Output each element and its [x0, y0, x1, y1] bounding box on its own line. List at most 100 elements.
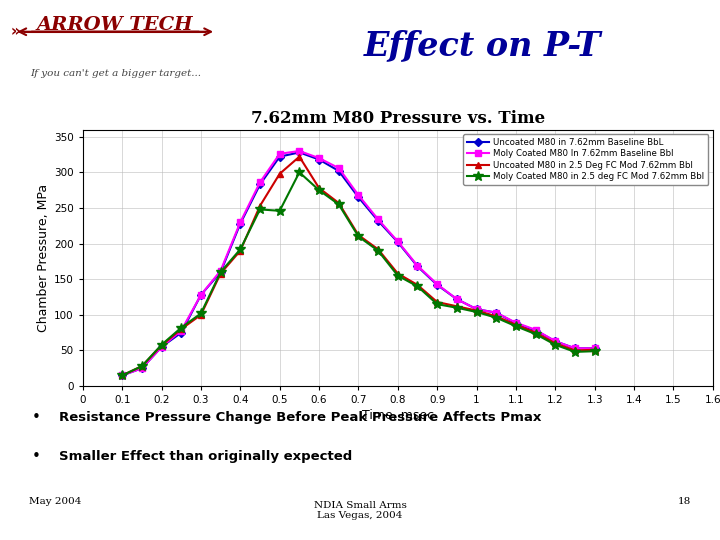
Uncoated M80 in 2.5 Deg FC Mod 7.62mm Bbl — [118, 372, 127, 379]
Uncoated M80 in 7.62mm Baseline BbL — [571, 345, 580, 352]
Moly Coated M80 In 7.62mm Baseline Bbl — [157, 343, 166, 350]
Uncoated M80 in 2.5 Deg FC Mod 7.62mm Bbl — [551, 340, 559, 347]
Text: If you can't get a bigger target...: If you can't get a bigger target... — [30, 69, 201, 78]
Uncoated M80 in 7.62mm Baseline BbL — [118, 372, 127, 379]
Line: Uncoated M80 in 2.5 Deg FC Mod 7.62mm Bbl: Uncoated M80 in 2.5 Deg FC Mod 7.62mm Bb… — [120, 154, 598, 378]
Uncoated M80 in 7.62mm Baseline BbL — [216, 269, 225, 275]
Uncoated M80 in 7.62mm Baseline BbL — [433, 282, 441, 288]
Text: ARROW TECH: ARROW TECH — [37, 16, 194, 34]
Moly Coated M80 in 2.5 deg FC Mod 7.62mm Bbl — [590, 348, 599, 354]
Moly Coated M80 in 2.5 deg FC Mod 7.62mm Bbl — [138, 363, 146, 369]
Title: 7.62mm M80 Pressure vs. Time: 7.62mm M80 Pressure vs. Time — [251, 110, 545, 127]
Text: Effect on P-T: Effect on P-T — [364, 29, 601, 62]
Moly Coated M80 In 7.62mm Baseline Bbl — [531, 327, 540, 333]
Moly Coated M80 in 2.5 deg FC Mod 7.62mm Bbl — [354, 233, 363, 240]
Moly Coated M80 in 2.5 deg FC Mod 7.62mm Bbl — [295, 169, 304, 176]
Uncoated M80 in 2.5 Deg FC Mod 7.62mm Bbl — [453, 303, 462, 309]
Moly Coated M80 In 7.62mm Baseline Bbl — [138, 365, 146, 372]
Text: May 2004: May 2004 — [29, 497, 81, 506]
Moly Coated M80 in 2.5 deg FC Mod 7.62mm Bbl — [472, 309, 481, 315]
Uncoated M80 in 2.5 Deg FC Mod 7.62mm Bbl — [393, 271, 402, 277]
Moly Coated M80 in 2.5 deg FC Mod 7.62mm Bbl — [177, 325, 186, 331]
Uncoated M80 in 2.5 Deg FC Mod 7.62mm Bbl — [275, 171, 284, 177]
X-axis label: Time, msec: Time, msec — [361, 409, 434, 422]
Moly Coated M80 In 7.62mm Baseline Bbl — [492, 309, 500, 316]
Uncoated M80 in 7.62mm Baseline BbL — [295, 149, 304, 156]
Moly Coated M80 in 2.5 deg FC Mod 7.62mm Bbl — [453, 305, 462, 311]
Moly Coated M80 In 7.62mm Baseline Bbl — [275, 151, 284, 157]
Uncoated M80 in 2.5 Deg FC Mod 7.62mm Bbl — [413, 282, 422, 288]
Moly Coated M80 In 7.62mm Baseline Bbl — [295, 148, 304, 154]
Moly Coated M80 in 2.5 deg FC Mod 7.62mm Bbl — [433, 301, 441, 307]
Legend: Uncoated M80 in 7.62mm Baseline BbL, Moly Coated M80 In 7.62mm Baseline Bbl, Unc: Uncoated M80 in 7.62mm Baseline BbL, Mol… — [463, 134, 708, 185]
Uncoated M80 in 2.5 Deg FC Mod 7.62mm Bbl — [216, 271, 225, 277]
Uncoated M80 in 7.62mm Baseline BbL — [413, 263, 422, 269]
Uncoated M80 in 7.62mm Baseline BbL — [334, 168, 343, 174]
Moly Coated M80 In 7.62mm Baseline Bbl — [433, 281, 441, 287]
Moly Coated M80 in 2.5 deg FC Mod 7.62mm Bbl — [393, 272, 402, 279]
Moly Coated M80 in 2.5 deg FC Mod 7.62mm Bbl — [551, 341, 559, 348]
Uncoated M80 in 7.62mm Baseline BbL — [472, 306, 481, 312]
Uncoated M80 in 7.62mm Baseline BbL — [531, 327, 540, 334]
Text: Resistance Pressure Change Before Peak Pressure Affects Pmax: Resistance Pressure Change Before Peak P… — [59, 411, 541, 424]
Uncoated M80 in 7.62mm Baseline BbL — [590, 345, 599, 352]
Uncoated M80 in 2.5 Deg FC Mod 7.62mm Bbl — [571, 347, 580, 354]
Moly Coated M80 in 2.5 deg FC Mod 7.62mm Bbl — [374, 247, 382, 254]
Text: •: • — [32, 410, 40, 425]
Text: •: • — [32, 449, 40, 464]
Uncoated M80 in 7.62mm Baseline BbL — [453, 296, 462, 302]
Uncoated M80 in 2.5 Deg FC Mod 7.62mm Bbl — [236, 247, 245, 254]
Uncoated M80 in 7.62mm Baseline BbL — [315, 156, 323, 163]
Uncoated M80 in 2.5 Deg FC Mod 7.62mm Bbl — [315, 185, 323, 191]
Text: »: » — [11, 24, 21, 39]
Moly Coated M80 In 7.62mm Baseline Bbl — [256, 179, 264, 186]
Moly Coated M80 in 2.5 deg FC Mod 7.62mm Bbl — [216, 269, 225, 275]
Uncoated M80 in 7.62mm Baseline BbL — [157, 343, 166, 350]
Text: 18: 18 — [678, 497, 691, 506]
Text: NDIA Small Arms
Las Vegas, 2004: NDIA Small Arms Las Vegas, 2004 — [314, 501, 406, 520]
Moly Coated M80 In 7.62mm Baseline Bbl — [472, 306, 481, 312]
Uncoated M80 in 7.62mm Baseline BbL — [393, 239, 402, 245]
Uncoated M80 in 2.5 Deg FC Mod 7.62mm Bbl — [472, 307, 481, 314]
Uncoated M80 in 7.62mm Baseline BbL — [551, 338, 559, 345]
Moly Coated M80 in 2.5 deg FC Mod 7.62mm Bbl — [157, 341, 166, 348]
Moly Coated M80 In 7.62mm Baseline Bbl — [453, 296, 462, 302]
Uncoated M80 in 2.5 Deg FC Mod 7.62mm Bbl — [177, 326, 186, 332]
Uncoated M80 in 2.5 Deg FC Mod 7.62mm Bbl — [334, 200, 343, 206]
Moly Coated M80 in 2.5 deg FC Mod 7.62mm Bbl — [413, 283, 422, 289]
Uncoated M80 in 7.62mm Baseline BbL — [138, 365, 146, 372]
Moly Coated M80 in 2.5 deg FC Mod 7.62mm Bbl — [236, 246, 245, 253]
Y-axis label: Chamber Pressure, MPa: Chamber Pressure, MPa — [37, 184, 50, 332]
Uncoated M80 in 2.5 Deg FC Mod 7.62mm Bbl — [512, 322, 521, 328]
Uncoated M80 in 7.62mm Baseline BbL — [512, 320, 521, 327]
Moly Coated M80 In 7.62mm Baseline Bbl — [374, 216, 382, 222]
Moly Coated M80 In 7.62mm Baseline Bbl — [197, 292, 205, 298]
Moly Coated M80 In 7.62mm Baseline Bbl — [512, 320, 521, 326]
Moly Coated M80 In 7.62mm Baseline Bbl — [571, 345, 580, 352]
Uncoated M80 in 7.62mm Baseline BbL — [354, 194, 363, 200]
Moly Coated M80 In 7.62mm Baseline Bbl — [216, 267, 225, 274]
Uncoated M80 in 2.5 Deg FC Mod 7.62mm Bbl — [157, 342, 166, 349]
Moly Coated M80 in 2.5 deg FC Mod 7.62mm Bbl — [197, 310, 205, 316]
Moly Coated M80 In 7.62mm Baseline Bbl — [590, 345, 599, 352]
Moly Coated M80 in 2.5 deg FC Mod 7.62mm Bbl — [118, 372, 127, 379]
Uncoated M80 in 2.5 Deg FC Mod 7.62mm Bbl — [590, 347, 599, 353]
Line: Moly Coated M80 in 2.5 deg FC Mod 7.62mm Bbl: Moly Coated M80 in 2.5 deg FC Mod 7.62mm… — [117, 167, 600, 380]
Line: Moly Coated M80 In 7.62mm Baseline Bbl: Moly Coated M80 In 7.62mm Baseline Bbl — [120, 148, 598, 378]
Moly Coated M80 in 2.5 deg FC Mod 7.62mm Bbl — [334, 201, 343, 208]
Line: Uncoated M80 in 7.62mm Baseline BbL: Uncoated M80 in 7.62mm Baseline BbL — [120, 150, 598, 378]
Uncoated M80 in 2.5 Deg FC Mod 7.62mm Bbl — [492, 313, 500, 320]
Moly Coated M80 In 7.62mm Baseline Bbl — [393, 238, 402, 245]
Uncoated M80 in 2.5 Deg FC Mod 7.62mm Bbl — [256, 202, 264, 209]
Uncoated M80 in 7.62mm Baseline BbL — [236, 220, 245, 227]
Moly Coated M80 in 2.5 deg FC Mod 7.62mm Bbl — [256, 206, 264, 213]
Moly Coated M80 In 7.62mm Baseline Bbl — [551, 338, 559, 345]
Moly Coated M80 in 2.5 deg FC Mod 7.62mm Bbl — [315, 187, 323, 193]
Moly Coated M80 In 7.62mm Baseline Bbl — [177, 327, 186, 334]
Moly Coated M80 In 7.62mm Baseline Bbl — [118, 372, 127, 379]
Uncoated M80 in 7.62mm Baseline BbL — [374, 218, 382, 224]
Uncoated M80 in 2.5 Deg FC Mod 7.62mm Bbl — [354, 232, 363, 238]
Uncoated M80 in 7.62mm Baseline BbL — [492, 309, 500, 316]
Uncoated M80 in 2.5 Deg FC Mod 7.62mm Bbl — [138, 363, 146, 369]
Uncoated M80 in 2.5 Deg FC Mod 7.62mm Bbl — [531, 329, 540, 336]
